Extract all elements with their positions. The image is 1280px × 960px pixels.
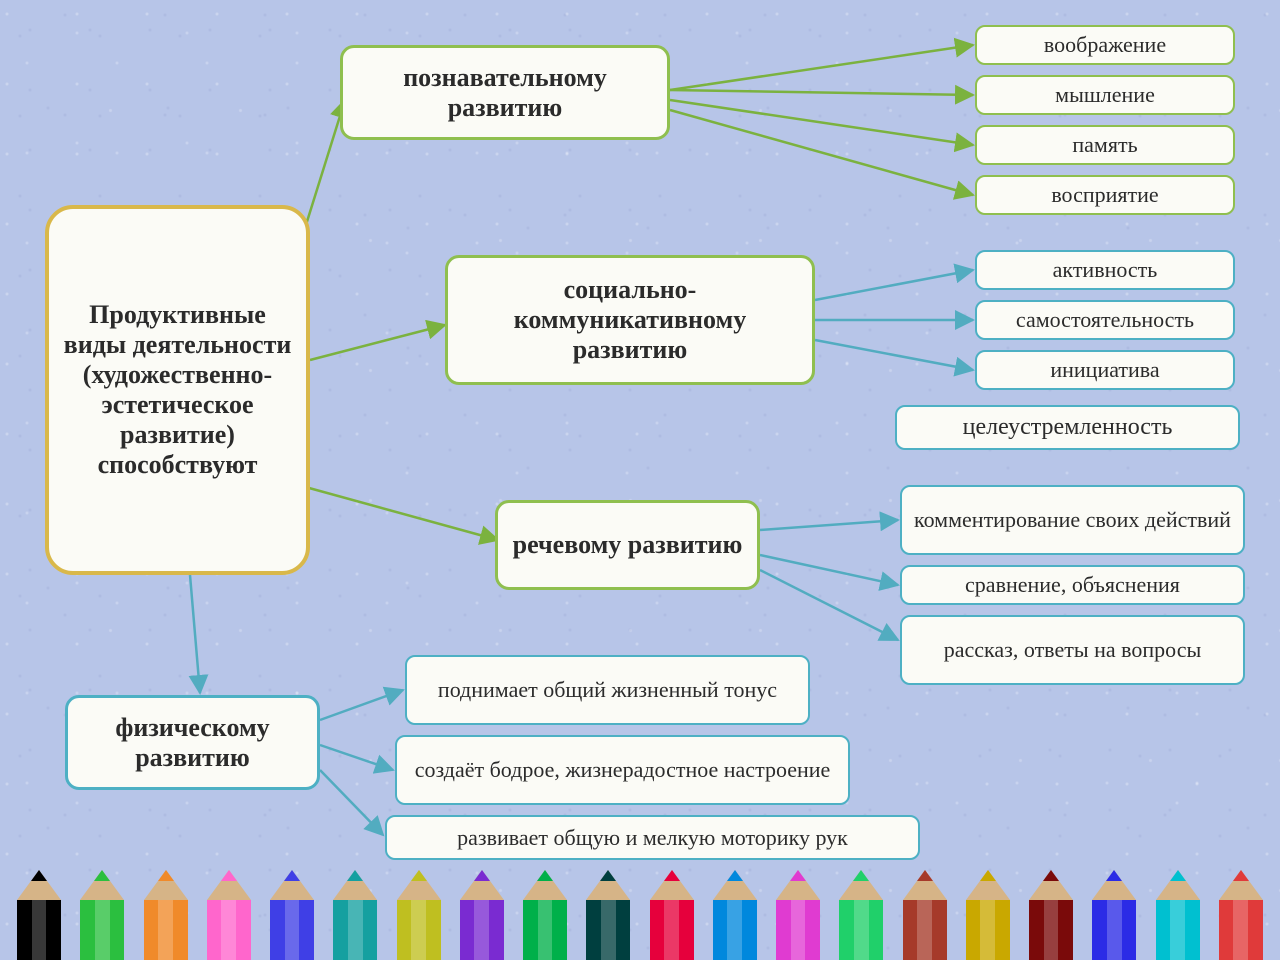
pencil-18 xyxy=(1151,870,1205,960)
pencil-9 xyxy=(581,870,635,960)
social-item-3: целеустремленность xyxy=(895,405,1240,450)
pencil-13 xyxy=(834,870,888,960)
pencil-4 xyxy=(265,870,319,960)
pencil-row xyxy=(0,870,1280,960)
diagram-stage: Продуктивные виды деятельности (художест… xyxy=(0,0,1280,960)
pencil-6 xyxy=(392,870,446,960)
pencil-17 xyxy=(1087,870,1141,960)
physical-item-2: развивает общую и мелкую моторику рук xyxy=(385,815,920,860)
pencil-19 xyxy=(1214,870,1268,960)
pencil-16 xyxy=(1024,870,1078,960)
physical-item-0: поднимает общий жизненный тонус xyxy=(405,655,810,725)
pencil-8 xyxy=(518,870,572,960)
speech-item-0: комментирование своих действий xyxy=(900,485,1245,555)
pencil-1 xyxy=(75,870,129,960)
pencil-2 xyxy=(139,870,193,960)
physical-node: физическому развитию xyxy=(65,695,320,790)
pencil-5 xyxy=(328,870,382,960)
social-item-1: самостоятельность xyxy=(975,300,1235,340)
pencil-12 xyxy=(771,870,825,960)
pencil-0 xyxy=(12,870,66,960)
social-node: социально-коммуникативному развитию xyxy=(445,255,815,385)
pencil-14 xyxy=(898,870,952,960)
cognitive-item-0: воображение xyxy=(975,25,1235,65)
cognitive-item-1: мышление xyxy=(975,75,1235,115)
cognitive-node: познавательному развитию xyxy=(340,45,670,140)
speech-node: речевому развитию xyxy=(495,500,760,590)
cognitive-item-3: восприятие xyxy=(975,175,1235,215)
speech-item-1: сравнение, объяснения xyxy=(900,565,1245,605)
pencil-11 xyxy=(708,870,762,960)
speech-item-2: рассказ, ответы на вопросы xyxy=(900,615,1245,685)
pencil-3 xyxy=(202,870,256,960)
social-item-0: активность xyxy=(975,250,1235,290)
pencil-7 xyxy=(455,870,509,960)
pencil-15 xyxy=(961,870,1015,960)
pencil-10 xyxy=(645,870,699,960)
cognitive-item-2: память xyxy=(975,125,1235,165)
social-item-2: инициатива xyxy=(975,350,1235,390)
physical-item-1: создаёт бодрое, жизнерадостное настроени… xyxy=(395,735,850,805)
root-node: Продуктивные виды деятельности (художест… xyxy=(45,205,310,575)
